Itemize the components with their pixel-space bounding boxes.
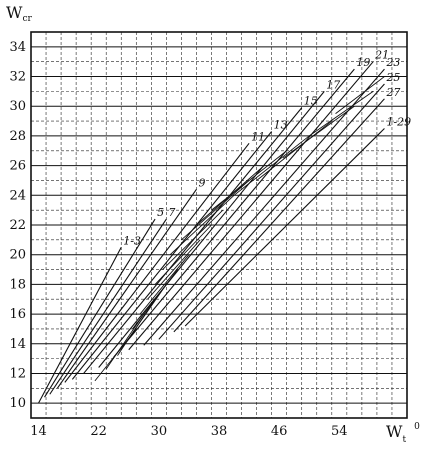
y-tick-label: 12 xyxy=(9,366,26,381)
y-tick-label: 34 xyxy=(9,40,26,55)
series-label: 25 xyxy=(385,71,400,84)
x-tick-label: 54 xyxy=(331,424,348,439)
series-label: 7 xyxy=(168,206,175,219)
x-axis-label: Wt0 xyxy=(386,422,420,445)
y-tick-label: 28 xyxy=(9,129,26,144)
y-axis-label: Wcr xyxy=(6,3,32,24)
series-line xyxy=(98,91,325,368)
series-label: 21 xyxy=(374,49,389,62)
cross-line xyxy=(124,284,167,345)
series-line xyxy=(173,98,385,333)
y-tick-label: 20 xyxy=(9,248,26,263)
x-tick-label: 14 xyxy=(30,424,47,439)
cross-line xyxy=(147,239,201,300)
series-line xyxy=(184,128,385,327)
cross-line xyxy=(233,135,310,196)
x-tick-label: 30 xyxy=(151,424,168,439)
plot-frame xyxy=(30,31,408,419)
x-tick-label: 22 xyxy=(90,424,107,439)
y-tick-label: 10 xyxy=(9,396,26,411)
cross-line xyxy=(308,91,374,137)
series-label: 23 xyxy=(385,56,400,69)
series-line xyxy=(44,218,156,398)
series-label: 1-3 xyxy=(123,234,141,247)
cross-line xyxy=(139,254,190,315)
series-label: 15 xyxy=(304,95,318,108)
x-tick-label: 38 xyxy=(211,424,228,439)
series-label: 17 xyxy=(326,78,340,91)
cross-line xyxy=(335,76,385,115)
series-label: 27 xyxy=(385,86,400,99)
series-line xyxy=(83,107,303,374)
series-line xyxy=(71,131,273,380)
series-label: 19 xyxy=(356,56,370,69)
y-tick-label: 14 xyxy=(9,337,26,352)
y-tick-label: 30 xyxy=(9,99,26,114)
series-lines xyxy=(38,61,385,404)
cross-line xyxy=(211,150,287,211)
series-label: 13 xyxy=(274,118,288,131)
series-label: 1-29 xyxy=(386,116,411,129)
y-tick-label: 24 xyxy=(9,188,26,203)
y-tick-labels: 10 12 14 16 18 20 22 24 26 28 30 32 34 xyxy=(9,40,26,411)
series-label: 11 xyxy=(251,130,265,143)
series-line xyxy=(143,68,385,346)
cross-lines xyxy=(94,76,385,382)
series-line xyxy=(64,143,250,383)
series-label: 5 xyxy=(157,206,164,219)
series-line xyxy=(49,218,167,395)
series-line xyxy=(38,247,122,404)
series-line xyxy=(113,68,355,358)
y-tick-label: 18 xyxy=(9,277,26,292)
y-tick-label: 26 xyxy=(9,159,26,174)
series-label: 9 xyxy=(198,176,205,189)
y-tick-label: 22 xyxy=(9,218,26,233)
x-tick-labels: 14 22 30 38 46 54 xyxy=(30,424,347,439)
cross-line xyxy=(105,313,145,370)
y-tick-label: 32 xyxy=(9,70,26,85)
x-tick-label: 46 xyxy=(271,424,288,439)
series-line xyxy=(128,61,374,351)
cross-line xyxy=(282,105,355,159)
series-line xyxy=(158,83,385,340)
y-tick-label: 16 xyxy=(9,307,26,322)
series-line xyxy=(56,189,197,389)
